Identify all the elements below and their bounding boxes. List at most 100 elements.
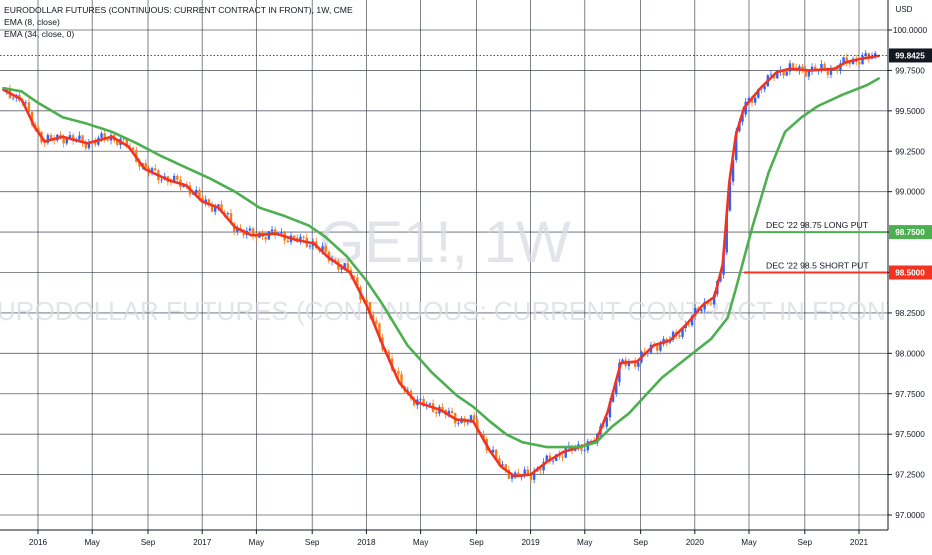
price-bar-body [11, 97, 15, 99]
price-bar-body [826, 69, 830, 75]
price-bar-body [100, 133, 103, 138]
price-bar-body [788, 63, 792, 72]
last-price-badge-label: 99.8425 [895, 51, 925, 60]
price-bar-body [106, 139, 110, 141]
annotations: DEC '22 98.75 LONG PUT DEC '22 98.5 SHORT… [0, 55, 888, 274]
price-bar-body [807, 71, 811, 77]
legend-ema-34[interactable]: EMA (34, close, 0) [4, 29, 74, 39]
price-bar-body [548, 455, 552, 461]
price-bar-body [621, 359, 624, 363]
price-bar-body [302, 236, 305, 238]
currency-label: USD [896, 5, 913, 14]
x-tick-label: 2020 [686, 538, 705, 547]
price-bar-body [504, 464, 507, 470]
price-bar-body [198, 189, 201, 198]
price-bar-body [583, 450, 586, 452]
price-bar-body [251, 228, 255, 237]
price-bar-body [84, 142, 87, 149]
y-tick-label: 97.0000 [895, 511, 925, 520]
price-bar-body [466, 422, 470, 424]
price-bar-body [125, 139, 128, 148]
price-bar-body [605, 417, 608, 427]
price-bar-body [122, 138, 125, 140]
price-bar-body [368, 302, 372, 315]
price-bar-body [735, 131, 738, 161]
price-bar-body [131, 147, 135, 150]
price-bar-body [49, 135, 53, 139]
price-bar-body [501, 464, 504, 466]
price-bar-body [561, 456, 564, 458]
legend-ema-8[interactable]: EMA (8, close) [4, 17, 60, 27]
price-bar-body [829, 68, 833, 75]
price-bar-body [482, 434, 485, 439]
price-bar-body [286, 240, 290, 243]
watermark: GE1!, 1W EURODOLLAR FUTURES (CONTINUOUS:… [0, 210, 910, 326]
price-bar-body [191, 193, 195, 195]
price-bar-body [820, 64, 823, 70]
price-bar-body [769, 74, 773, 76]
price-bar-body [637, 362, 640, 367]
price-bar-body [280, 232, 283, 234]
price-bar-body [236, 227, 239, 232]
last-price-badge-bg [889, 48, 932, 63]
price-bar-body [210, 204, 214, 212]
price-bar-body [709, 303, 713, 305]
price-bar-body [873, 53, 877, 57]
price-bar-body [507, 469, 511, 479]
price-bar-body [195, 189, 198, 194]
x-tick-label: May [413, 538, 429, 547]
price-bar-body [646, 352, 650, 354]
price-bar-body [169, 181, 173, 183]
price-bar-body [602, 426, 605, 428]
x-tick-label: Sep [798, 538, 813, 547]
long-put-badge-label: 98.7500 [895, 228, 925, 237]
price-bar-body [760, 88, 763, 90]
price-bar-body [529, 475, 533, 480]
price-bar-body [823, 64, 826, 70]
price-bar-body [858, 61, 861, 65]
price-bar-body [763, 86, 766, 90]
price-bar-body [308, 245, 312, 247]
y-tick-label: 99.2500 [895, 147, 925, 156]
price-bar-body [864, 53, 867, 56]
y-tick-label: 99.7500 [895, 66, 925, 75]
price-bar-body [71, 135, 75, 141]
price-bar-body [150, 168, 154, 173]
price-bar-body [144, 163, 147, 169]
price-bar-body [441, 406, 444, 410]
price-bar-body [274, 229, 277, 236]
price-bar-body [87, 142, 91, 149]
price-bar-body [214, 207, 217, 212]
price-bar-body [785, 71, 788, 76]
price-bar-body [378, 323, 381, 338]
x-tick-label: Sep [305, 538, 320, 547]
price-bar-body [523, 469, 526, 475]
price-bar-body [299, 236, 302, 242]
price-bar-body [608, 401, 612, 418]
price-bar-body [365, 300, 368, 303]
x-tick-label: 2018 [357, 538, 376, 547]
x-tick-label: May [741, 538, 757, 547]
price-bar-body [753, 97, 757, 103]
price-bar-body [539, 468, 542, 471]
price-bar-body [678, 334, 681, 337]
price-bar-body [217, 204, 220, 208]
price-bar-body [37, 127, 40, 132]
price-bar-body [564, 448, 567, 458]
price-bar-body [397, 371, 400, 375]
price-bar-body [81, 135, 84, 143]
price-bar-body [659, 344, 662, 351]
price-bar-body [204, 199, 207, 204]
price-bar-body [690, 315, 694, 326]
y-tick-label: 97.2500 [895, 471, 925, 480]
price-bar-body [842, 57, 845, 64]
short-put-label: DEC '22 98.5 SHORT PUT [766, 261, 869, 271]
long-put-badge-bg [889, 225, 932, 240]
price-bar-body [65, 138, 68, 144]
price-bar-body [62, 137, 65, 144]
price-bar-body [545, 455, 548, 463]
price-bar-body [419, 398, 422, 400]
